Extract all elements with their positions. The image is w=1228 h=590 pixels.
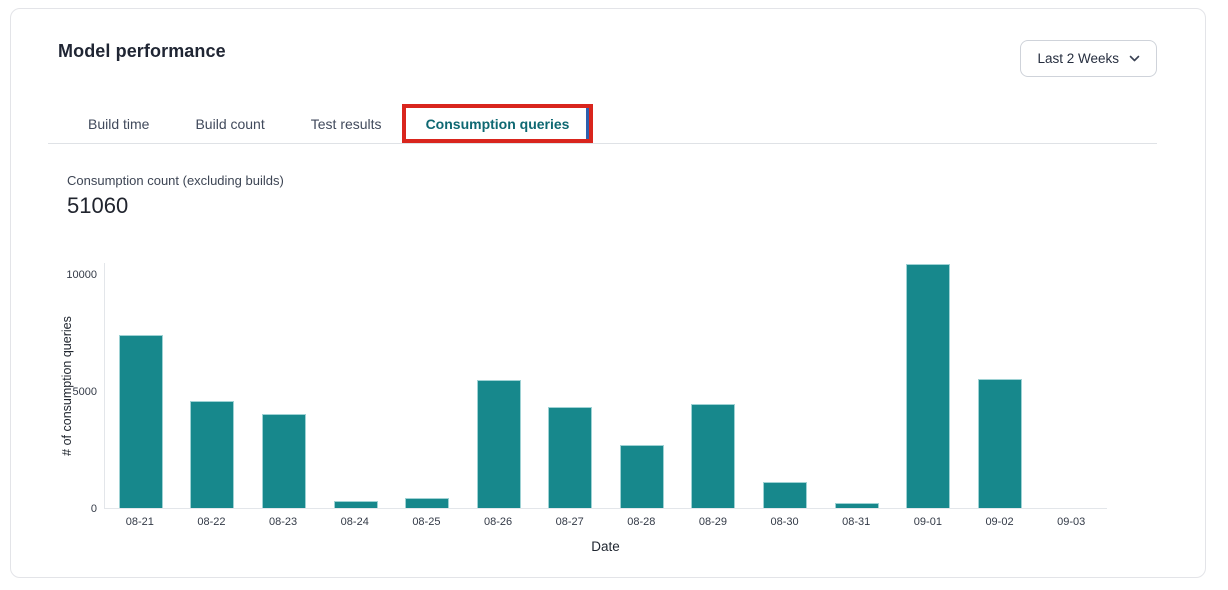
bar[interactable] bbox=[834, 503, 879, 508]
bar-slot bbox=[248, 263, 320, 508]
plot-area bbox=[104, 263, 1107, 509]
x-axis-tick-label: 09-02 bbox=[985, 516, 1014, 528]
bar[interactable] bbox=[190, 401, 235, 508]
tab-build-count[interactable]: Build count bbox=[195, 115, 265, 132]
x-axis-tick-label: 08-28 bbox=[627, 516, 656, 528]
x-axis-tick-label: 09-03 bbox=[1057, 516, 1086, 528]
y-axis-tick-label: 5000 bbox=[72, 385, 97, 398]
tab-bar: Build time Build count Test results Cons… bbox=[88, 104, 594, 143]
x-axis-tick-label: 08-22 bbox=[197, 516, 226, 528]
bar[interactable] bbox=[333, 501, 378, 508]
tabs-divider bbox=[48, 143, 1157, 144]
bar[interactable] bbox=[261, 414, 306, 508]
annotation-blue-edge bbox=[586, 108, 590, 139]
bar-slot bbox=[678, 263, 750, 508]
bar[interactable] bbox=[906, 264, 951, 508]
bar[interactable] bbox=[762, 482, 807, 508]
bar-slot bbox=[177, 263, 249, 508]
x-axis-tick-label: 09-01 bbox=[913, 516, 942, 528]
x-axis-tick-label: 08-26 bbox=[483, 516, 513, 528]
page-title: Model performance bbox=[58, 41, 226, 61]
x-axis-tick-label: 08-27 bbox=[555, 516, 584, 528]
y-axis-tick-label: 0 bbox=[90, 503, 97, 515]
metric-label: Consumption count (excluding builds) bbox=[67, 173, 284, 188]
bar[interactable] bbox=[619, 445, 664, 508]
bar-slot bbox=[1036, 263, 1108, 508]
model-performance-card: Model performance Last 2 Weeks Build tim… bbox=[10, 8, 1206, 578]
bar[interactable] bbox=[977, 379, 1022, 508]
x-axis-tick-label: 08-31 bbox=[842, 516, 871, 528]
x-axis-tick-label: 08-25 bbox=[412, 516, 441, 528]
date-range-dropdown[interactable]: Last 2 Weeks bbox=[1020, 40, 1157, 77]
tab-build-time[interactable]: Build time bbox=[88, 115, 150, 132]
bar-slot bbox=[892, 263, 964, 508]
bar-slot bbox=[821, 263, 893, 508]
bar-slot bbox=[749, 263, 821, 508]
bar-slot bbox=[105, 263, 177, 508]
bar-slot bbox=[606, 263, 678, 508]
x-axis-title: Date bbox=[591, 539, 620, 554]
bar[interactable] bbox=[691, 404, 736, 508]
bar-slot bbox=[320, 263, 392, 508]
red-annotation-highlight: Consumption queries bbox=[401, 104, 594, 143]
bar-slot bbox=[534, 263, 606, 508]
bar-slot bbox=[463, 263, 535, 508]
bar-slot bbox=[391, 263, 463, 508]
y-axis-tick-labels: 0 5000 10000 bbox=[11, 263, 97, 515]
x-axis-tick-label: 08-24 bbox=[340, 516, 369, 528]
metric-value: 51060 bbox=[67, 193, 129, 218]
tab-consumption-queries[interactable]: Consumption queries bbox=[425, 115, 570, 132]
x-axis-tick-label: 08-29 bbox=[698, 516, 728, 528]
bar[interactable] bbox=[405, 498, 450, 508]
bar[interactable] bbox=[548, 407, 593, 508]
bar[interactable] bbox=[118, 335, 163, 508]
x-axis-tick-label: 08-23 bbox=[269, 516, 298, 528]
bar-slot bbox=[964, 263, 1036, 508]
x-axis-labels: 08-21 08-22 08-23 08-24 08-25 08-26 08-27 08-28… bbox=[104, 516, 1107, 528]
x-axis-tick-label: 08-30 bbox=[770, 516, 799, 528]
y-axis-tick-label: 10000 bbox=[66, 268, 97, 281]
bar[interactable] bbox=[476, 380, 521, 508]
date-range-value: Last 2 Weeks bbox=[1037, 51, 1119, 66]
chevron-down-icon bbox=[1129, 55, 1140, 62]
tab-test-results[interactable]: Test results bbox=[310, 115, 382, 132]
x-axis-tick-label: 08-21 bbox=[125, 516, 154, 528]
